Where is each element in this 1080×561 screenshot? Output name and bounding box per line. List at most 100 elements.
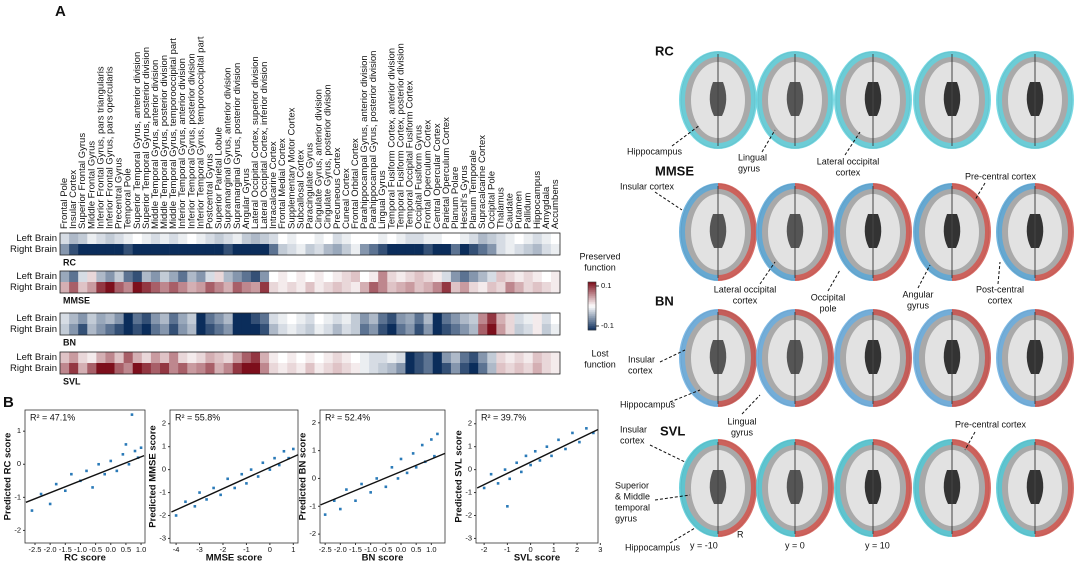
heat-cell (78, 324, 88, 335)
heat-cell (132, 282, 143, 293)
heat-cell (505, 324, 515, 335)
heat-cell (478, 233, 488, 244)
heat-cell (214, 282, 224, 293)
heat-cell (369, 271, 379, 282)
rim (1034, 183, 1074, 281)
point (48, 502, 52, 506)
heat-cell (396, 313, 406, 324)
plot-frame (24, 409, 146, 544)
heat-cell (169, 282, 179, 293)
rim (756, 309, 796, 407)
y-tick-label: 0 (468, 465, 472, 474)
region-label: Middle Temporal Gyrus, posterior divisio… (159, 55, 170, 229)
heat-cell (205, 244, 215, 255)
colorbar-frame (587, 281, 597, 331)
heat-cell (150, 244, 161, 255)
heat-cell (150, 313, 161, 324)
heat-cell (460, 233, 470, 244)
point (571, 431, 574, 435)
heat-cell (223, 244, 234, 255)
heat-cell (60, 271, 70, 282)
heat-cell (287, 244, 297, 255)
region-label: Occipital Pole (486, 171, 497, 229)
heat-cell (405, 324, 415, 335)
x-tick-label: -2 (220, 545, 227, 554)
heat-cell (78, 244, 88, 255)
heat-cell (241, 363, 252, 374)
heat-cell (478, 271, 488, 282)
block-frame (59, 270, 561, 294)
region-label: Inferior Temporal Gyrus, temporooccipita… (195, 36, 206, 229)
row-label: Right Brain (10, 324, 57, 335)
heat-cell (323, 271, 334, 282)
annotation: cortex (836, 167, 861, 177)
row-label: Right Brain (10, 282, 57, 293)
point (433, 454, 436, 458)
colorbar-step (588, 308, 596, 311)
heat-cell (387, 352, 397, 363)
heat-cell (187, 313, 197, 324)
annotation: Insular (620, 424, 647, 434)
annotation: Pre-central cortex (965, 171, 1037, 181)
heat-cell (305, 352, 315, 363)
heat-cell (460, 271, 470, 282)
heat-cell (432, 233, 443, 244)
region-label: Middle Temporal Gyrus, anterior division (150, 60, 161, 229)
heat-cell (123, 282, 134, 293)
point (287, 456, 290, 460)
heat-cell (405, 271, 415, 282)
heat-cell (523, 282, 534, 293)
y-axis-label: Predicted SVL score (454, 430, 465, 522)
heat-cell (487, 313, 497, 324)
heat-cell (287, 233, 297, 244)
heat-cell (469, 352, 479, 363)
slice-label: y = -10 (690, 540, 718, 550)
heat-cell (350, 233, 361, 244)
y-tick-label: -1 (309, 501, 316, 510)
point (533, 449, 537, 453)
heat-cell (523, 271, 534, 282)
heat-cell (469, 282, 479, 293)
annotation: Superior (615, 480, 649, 490)
heat-cell (78, 352, 88, 363)
heat-cell (487, 324, 497, 335)
annotation: temporal (615, 502, 650, 512)
leader-line (659, 349, 761, 415)
colorbar-step (588, 286, 596, 289)
heat-cell (69, 282, 79, 293)
heat-cell (496, 271, 506, 282)
heat-cell (296, 352, 306, 363)
rim (679, 439, 719, 537)
x-tick-label: 0.0 (396, 545, 406, 554)
point (205, 498, 208, 501)
rim (913, 309, 953, 407)
point (520, 470, 523, 474)
region-label: Putamen (514, 191, 525, 229)
point (564, 447, 567, 451)
point (489, 472, 493, 476)
region-label: Parahippocampal Gyrus, posterior divisio… (368, 51, 379, 229)
rim (913, 51, 953, 149)
heat-cell (387, 233, 397, 244)
heat-cell (369, 244, 379, 255)
heat-cell (196, 282, 206, 293)
rim (951, 183, 991, 281)
block-frame (59, 312, 561, 336)
point (245, 482, 248, 485)
heat-cell (105, 363, 115, 374)
heat-cell (441, 313, 452, 324)
x-tick-label: -0.5 (89, 545, 102, 554)
colorbar-step (588, 312, 596, 315)
colorbar-step (588, 292, 596, 295)
region-label: Parahippocampal Gyrus, anterior division (359, 55, 370, 229)
heat-cell (532, 324, 543, 335)
heat-cell (132, 233, 143, 244)
rim (872, 439, 912, 537)
point (508, 477, 511, 481)
point (70, 472, 73, 476)
heat-cell (341, 324, 352, 335)
heat-cell (78, 271, 88, 282)
rim (872, 183, 912, 281)
y-tick-label: -3 (159, 533, 166, 542)
x-tick-label: -1.0 (364, 545, 377, 554)
